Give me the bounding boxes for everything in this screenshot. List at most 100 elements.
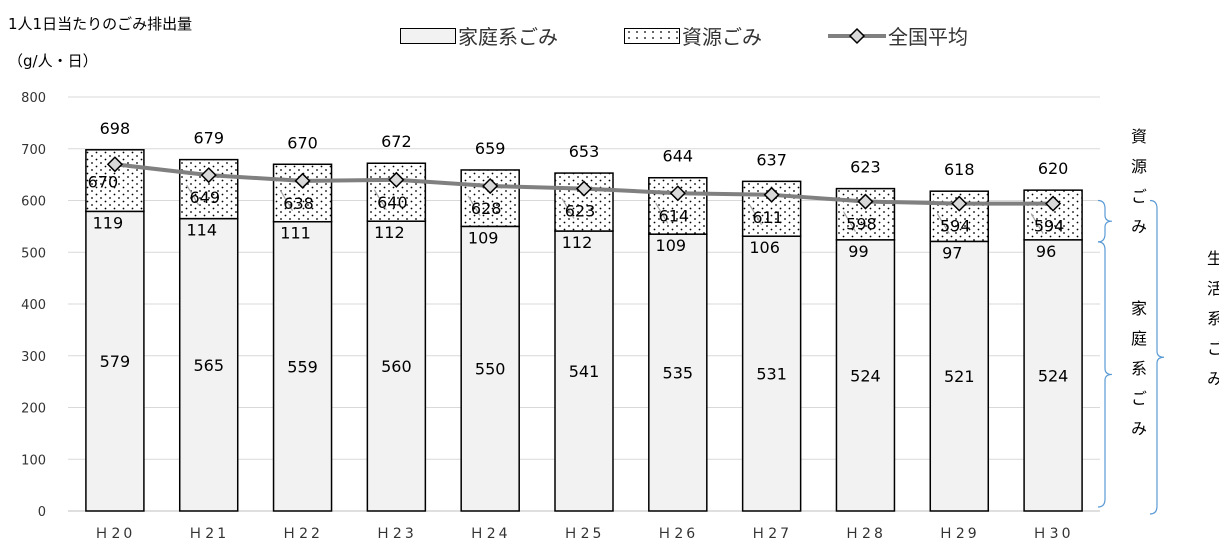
legend-resource-swatch <box>624 27 680 44</box>
household-value-label: 560 <box>381 357 412 376</box>
total-value-label: 623 <box>850 158 881 177</box>
resource-value-label: 114 <box>186 221 217 240</box>
side-label-resource: 資源ごみ <box>1122 128 1147 258</box>
y-tick-label: 800 <box>21 91 46 106</box>
side-label-resource-text: 資源ごみ <box>1128 128 1147 248</box>
total-value-label: 637 <box>756 150 787 169</box>
y-tick-label: 600 <box>21 195 46 210</box>
legend-household-label: 家庭系ごみ <box>458 25 558 49</box>
total-value-label: 670 <box>287 133 318 152</box>
bar-household <box>929 240 990 512</box>
resource-value-label: 96 <box>1036 242 1056 261</box>
y-tick-label: 300 <box>21 350 46 365</box>
household-value-label: 524 <box>850 366 881 385</box>
national-leader-line <box>842 211 856 232</box>
x-tick-label: Ｈ21 <box>188 526 229 542</box>
bracket-resource <box>1097 199 1113 243</box>
national-value-label: 594 <box>1034 217 1065 236</box>
household-value-label: 550 <box>475 360 506 379</box>
x-tick-label: Ｈ24 <box>470 526 511 542</box>
household-value-label: 531 <box>756 365 787 384</box>
legend-household: 家庭系ごみ <box>400 21 558 50</box>
total-value-label: 698 <box>100 119 131 138</box>
resource-value-label: 112 <box>562 233 593 252</box>
total-value-label: 679 <box>193 129 224 148</box>
national-leader-line <box>186 184 200 206</box>
national-leader-line <box>936 213 950 234</box>
legend-national-label: 全国平均 <box>888 25 968 49</box>
side-label-living: 生活系ごみ <box>1198 250 1219 410</box>
national-average-marker <box>482 177 499 195</box>
national-leader-line <box>749 204 763 226</box>
total-value-label: 672 <box>381 132 412 151</box>
national-value-label: 638 <box>283 194 314 213</box>
household-value-label: 521 <box>944 367 975 386</box>
total-value-label: 618 <box>944 160 975 179</box>
x-tick-label: Ｈ25 <box>564 526 605 542</box>
x-tick-label: Ｈ22 <box>282 526 323 542</box>
side-label-living-text: 生活系ごみ <box>1204 250 1219 400</box>
national-leader-line <box>280 190 294 212</box>
national-value-label: 598 <box>846 215 877 234</box>
national-leader-line <box>373 189 387 211</box>
resource-value-label: 111 <box>280 224 311 243</box>
resource-value-label: 106 <box>749 238 780 257</box>
x-tick-label: Ｈ26 <box>657 526 698 542</box>
legend-resource-label: 資源ごみ <box>682 25 762 49</box>
x-tick-label: Ｈ30 <box>1033 526 1074 542</box>
total-value-label: 644 <box>663 147 694 166</box>
resource-value-label: 109 <box>468 228 499 247</box>
bar-household <box>272 220 333 512</box>
national-average-marker <box>575 180 593 197</box>
bar-household <box>835 239 896 512</box>
total-value-label: 653 <box>569 142 600 161</box>
total-value-label: 659 <box>475 139 506 158</box>
side-label-household-text: 家庭系ごみ <box>1128 300 1147 450</box>
x-tick-label: Ｈ23 <box>376 526 417 542</box>
x-tick-label: Ｈ20 <box>94 526 135 542</box>
national-value-label: 614 <box>659 206 690 225</box>
national-average-marker <box>669 185 686 202</box>
bracket-living <box>1149 199 1165 515</box>
y-tick-label: 0 <box>38 505 46 520</box>
national-value-label: 649 <box>189 188 220 207</box>
national-average-marker <box>1045 195 1062 212</box>
x-tick-label: Ｈ29 <box>939 526 980 542</box>
national-value-label: 594 <box>940 217 971 236</box>
household-value-label: 535 <box>663 364 694 383</box>
national-average-marker <box>294 172 311 189</box>
household-value-label: 565 <box>193 356 224 375</box>
y-tick-label: 700 <box>21 143 46 158</box>
legend-resource: 資源ごみ <box>624 21 762 50</box>
national-leader-line <box>655 202 669 224</box>
national-value-label: 611 <box>752 208 783 227</box>
national-average-marker <box>763 186 780 203</box>
national-average-marker <box>951 195 968 212</box>
resource-value-label: 112 <box>374 223 405 242</box>
y-tick-label: 500 <box>21 246 46 261</box>
y-tick-label: 100 <box>21 453 46 468</box>
bar-household <box>554 230 614 512</box>
bar-household <box>178 217 239 512</box>
household-value-label: 579 <box>100 352 131 371</box>
y-tick-label: 200 <box>21 402 46 417</box>
bracket-household <box>1097 241 1113 508</box>
national-value-label: 623 <box>565 202 596 221</box>
y-tick-label: 400 <box>21 298 46 313</box>
resource-value-label: 97 <box>942 243 962 262</box>
national-value-label: 628 <box>471 199 502 218</box>
national-value-label: 670 <box>88 172 119 191</box>
x-tick-label: Ｈ28 <box>845 526 886 542</box>
bar-household <box>741 235 802 512</box>
national-value-label: 640 <box>377 193 408 212</box>
side-label-household: 家庭系ごみ <box>1122 300 1147 460</box>
resource-value-label: 99 <box>848 242 868 261</box>
legend-national-line-icon <box>828 27 886 44</box>
household-value-label: 524 <box>1038 366 1069 385</box>
resource-value-label: 119 <box>93 213 124 232</box>
total-value-label: 620 <box>1038 159 1069 178</box>
household-value-label: 559 <box>287 357 318 376</box>
national-leader-line <box>561 198 575 219</box>
y-axis-unit: （g/人・日） <box>8 52 98 70</box>
